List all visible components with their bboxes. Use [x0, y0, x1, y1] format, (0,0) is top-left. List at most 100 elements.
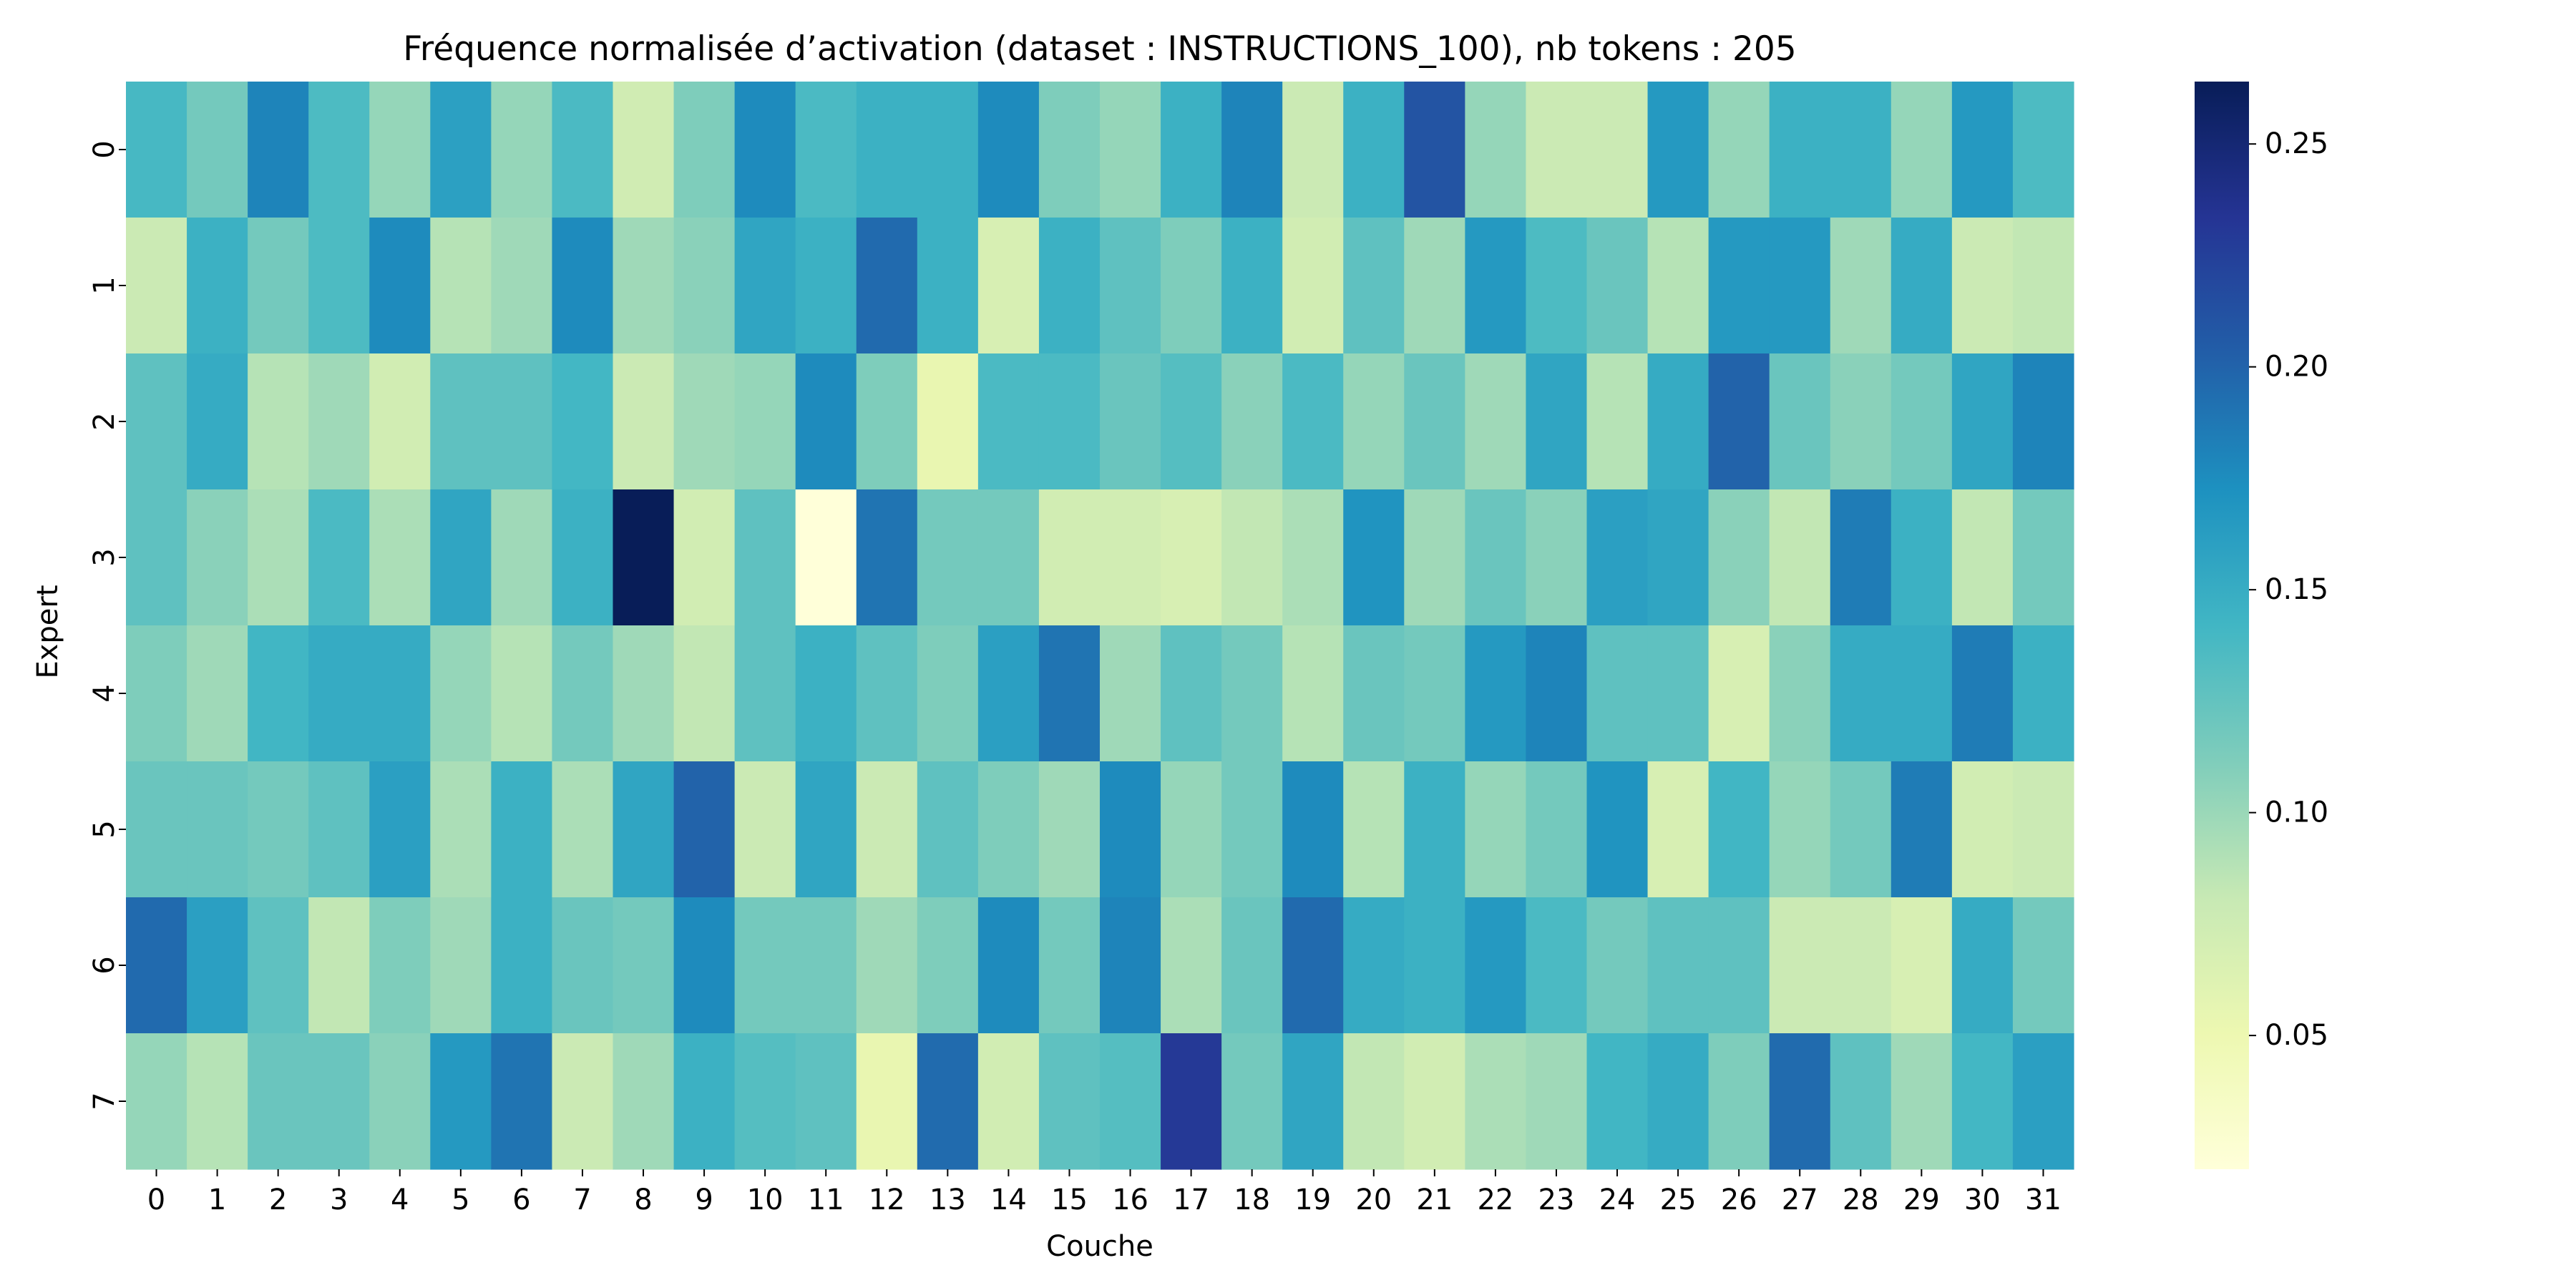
heatmap-cell	[126, 353, 187, 490]
x-tick-label: 14	[990, 1184, 1027, 1216]
heatmap-cell	[1465, 218, 1527, 354]
heatmap-cell	[430, 761, 492, 898]
heatmap-cell	[856, 1033, 918, 1170]
heatmap-cell	[1161, 82, 1222, 218]
x-tick-label: 15	[1051, 1184, 1088, 1216]
x-tick-label: 16	[1112, 1184, 1148, 1216]
heatmap-cell	[491, 489, 553, 626]
y-tick-label: 7	[88, 1092, 121, 1110]
heatmap-cell	[1890, 218, 1953, 354]
heatmap-cell	[248, 1033, 309, 1170]
heatmap-cell	[1343, 897, 1405, 1034]
heatmap-cell	[613, 1033, 675, 1170]
heatmap-cell	[1343, 761, 1405, 898]
heatmap-cell	[734, 625, 796, 762]
heatmap-cell	[1465, 1033, 1527, 1170]
heatmap-cell	[795, 82, 857, 218]
heatmap-cell	[1100, 489, 1161, 626]
heatmap-cell	[126, 82, 187, 218]
heatmap-cell	[1830, 897, 1892, 1034]
heatmap-cell	[1343, 489, 1405, 626]
chart-title: Fréquence normalisée d’activation (datas…	[403, 29, 1796, 69]
heatmap-cell	[795, 353, 857, 490]
x-tick-label: 5	[452, 1184, 469, 1216]
heatmap-cell	[734, 82, 796, 218]
heatmap-cell	[1586, 761, 1649, 898]
y-tick-label: 0	[88, 140, 121, 158]
heatmap-cell	[1769, 761, 1831, 898]
heatmap-cell	[1526, 1033, 1588, 1170]
heatmap-cell	[795, 1033, 857, 1170]
heatmap-cell	[1038, 218, 1101, 354]
heatmap-cell	[1890, 625, 1953, 762]
x-axis-ticks: 0 1 2 3 4 5 6 7 8 9 10 11 12 13 14 15 16 17 18 19 20 21 22 23 24…	[147, 1169, 2062, 1216]
heatmap-cell	[1282, 218, 1344, 354]
heatmap-cell	[734, 489, 796, 626]
heatmap-cell	[248, 82, 309, 218]
heatmap-cell	[369, 897, 431, 1034]
x-tick-label: 1	[208, 1184, 226, 1216]
heatmap-cell	[491, 82, 553, 218]
heatmap-cell	[126, 1033, 187, 1170]
heatmap-cell	[1890, 353, 1953, 490]
heatmap-cell	[673, 1033, 736, 1170]
heatmap-cell	[795, 625, 857, 762]
heatmap-cell	[1161, 625, 1222, 762]
heatmap-cell	[1769, 897, 1831, 1034]
heatmap-cell	[977, 218, 1040, 354]
heatmap-cell	[308, 761, 370, 898]
heatmap-cell	[248, 218, 309, 354]
heatmap-cell	[369, 625, 431, 762]
heatmap-cell	[1038, 1033, 1101, 1170]
heatmap-cell	[1343, 82, 1405, 218]
heatmap-cell	[1404, 82, 1465, 218]
heatmap-cell	[613, 625, 675, 762]
heatmap-cell	[1830, 625, 1892, 762]
heatmap-cell	[1465, 82, 1527, 218]
y-tick-label: 6	[88, 956, 121, 974]
x-tick-label: 0	[147, 1184, 165, 1216]
colorbar-tick-label: 0.20	[2265, 351, 2328, 384]
heatmap-cell	[1404, 489, 1465, 626]
x-tick-label: 4	[391, 1184, 409, 1216]
heatmap-cell	[856, 489, 918, 626]
heatmap-cell	[369, 761, 431, 898]
heatmap-cell	[1465, 897, 1527, 1034]
heatmap-cell	[552, 353, 614, 490]
heatmap-cell	[1890, 897, 1953, 1034]
heatmap-cell	[1282, 897, 1344, 1034]
heatmap-cell	[1404, 1033, 1465, 1170]
heatmap-cell	[1647, 353, 1709, 490]
heatmap-cell	[977, 353, 1040, 490]
heatmap-cell	[308, 82, 370, 218]
heatmap-cell	[1100, 761, 1161, 898]
heatmap-cell	[248, 625, 309, 762]
heatmap-cell	[430, 625, 492, 762]
heatmap-cell	[1890, 761, 1953, 898]
heatmap-cell	[1282, 82, 1344, 218]
heatmap-cell	[1404, 353, 1465, 490]
heatmap-cell	[1830, 1033, 1892, 1170]
heatmap-cell	[1951, 1033, 2014, 1170]
heatmap-cell	[1221, 218, 1283, 354]
x-tick-label: 11	[808, 1184, 844, 1216]
heatmap-cell	[248, 489, 309, 626]
heatmap-cell	[2012, 353, 2074, 490]
x-tick-label: 9	[695, 1184, 713, 1216]
heatmap-cell	[1038, 625, 1101, 762]
heatmap-cell	[613, 761, 675, 898]
heatmap-cell	[1465, 353, 1527, 490]
heatmap-cell	[1282, 1033, 1344, 1170]
heatmap-cell	[1586, 82, 1649, 218]
heatmap-cell	[917, 761, 979, 898]
heatmap-cell	[1708, 353, 1770, 490]
heatmap-cell	[917, 489, 979, 626]
x-tick-label: 25	[1660, 1184, 1697, 1216]
heatmap-cell	[1708, 489, 1770, 626]
heatmap-cell	[1708, 1033, 1770, 1170]
heatmap-cell	[1526, 82, 1588, 218]
heatmap-cell	[1221, 1033, 1283, 1170]
heatmap-cell	[1161, 1033, 1222, 1170]
heatmap-cell	[248, 897, 309, 1034]
heatmap-cell	[1161, 897, 1222, 1034]
